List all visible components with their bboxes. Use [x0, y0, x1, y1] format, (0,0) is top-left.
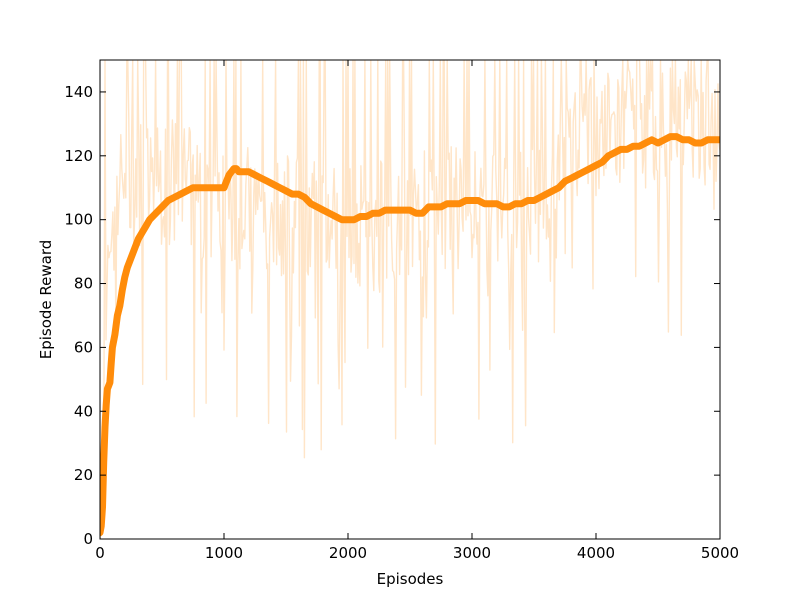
- y-tick-label: 140: [64, 83, 93, 101]
- y-tick-label: 100: [64, 211, 93, 229]
- y-tick-label: 120: [64, 147, 93, 165]
- x-axis-label: Episodes: [377, 570, 444, 588]
- x-tick-label: 4000: [577, 544, 615, 562]
- y-axis-label: Episode Reward: [37, 240, 55, 360]
- raw-reward-series-line: [100, 60, 720, 539]
- y-tick-label: 40: [74, 402, 93, 420]
- x-tick-label: 0: [95, 544, 105, 562]
- y-tick-label: 60: [74, 338, 93, 356]
- x-tick-label: 1000: [205, 544, 243, 562]
- y-tick-label: 80: [74, 275, 93, 293]
- smoothed-reward-series-line: [100, 133, 720, 537]
- x-tick-label: 5000: [701, 544, 739, 562]
- y-tick-label: 0: [83, 530, 93, 548]
- y-tick-label: 20: [74, 466, 93, 484]
- axes-frame: [99, 59, 721, 540]
- x-axis-ticks: 0 1000 2000 3000 4000 5000: [95, 60, 739, 562]
- plot-area: [100, 60, 720, 539]
- x-tick-label: 2000: [329, 544, 367, 562]
- x-tick-label: 3000: [453, 544, 491, 562]
